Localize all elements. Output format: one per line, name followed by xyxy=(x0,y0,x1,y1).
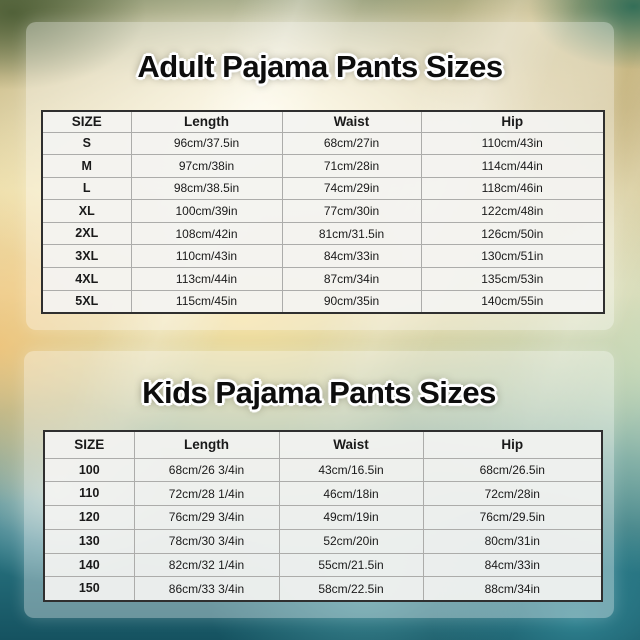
table-cell: 120 xyxy=(43,505,135,530)
table-cell: 43cm/16.5in xyxy=(278,457,424,483)
table-cell: 108cm/42in xyxy=(130,221,283,246)
table-cell: 130 xyxy=(43,528,135,554)
table-cell: 110cm/43in xyxy=(420,131,605,156)
table-cell: 72cm/28in xyxy=(422,481,603,507)
table-cell: 82cm/32 1/4in xyxy=(133,552,280,578)
table-cell: 76cm/29 3/4in xyxy=(133,505,280,530)
table-row: 150 86cm/33 3/4in 58cm/22.5in 88cm/34in xyxy=(43,576,603,602)
table-cell: 84cm/33in xyxy=(422,552,603,578)
table-cell: 52cm/20in xyxy=(278,528,424,554)
table-cell: 122cm/48in xyxy=(420,199,605,223)
kids-size-table: SIZE Length Waist Hip 100 68cm/26 3/4in 43… xyxy=(43,430,603,602)
table-cell: 110cm/43in xyxy=(130,244,283,269)
table-row: 3XL 110cm/43in 84cm/33in 130cm/51in xyxy=(41,244,605,269)
table-cell: 126cm/50in xyxy=(420,221,605,246)
table-cell: 140 xyxy=(43,552,135,578)
table-cell: 135cm/53in xyxy=(420,267,605,291)
table-cell: 88cm/34in xyxy=(422,576,603,602)
table-cell: 3XL xyxy=(41,244,132,269)
column-header-length: Length xyxy=(130,110,283,133)
table-cell: 100cm/39in xyxy=(130,199,283,223)
kids-sizes-panel: Kids Pajama Pants Sizes SIZE Length Wais… xyxy=(24,351,614,618)
table-cell: 55cm/21.5in xyxy=(278,552,424,578)
table-cell: 114cm/44in xyxy=(420,154,605,178)
column-header-hip: Hip xyxy=(420,110,605,133)
table-cell: 90cm/35in xyxy=(281,289,422,314)
table-cell: 110 xyxy=(43,481,135,507)
adult-table-body: S 96cm/37.5in 68cm/27in 110cm/43in M 97cm/38i… xyxy=(41,131,605,314)
column-header-size: SIZE xyxy=(41,110,132,133)
table-row: 4XL 113cm/44in 87cm/34in 135cm/53in xyxy=(41,267,605,291)
table-cell: 100 xyxy=(43,457,135,483)
table-row: 100 68cm/26 3/4in 43cm/16.5in 68cm/26.5in xyxy=(43,457,603,483)
adult-size-table: SIZE Length Waist Hip S 96cm/37.5in 68cm/2… xyxy=(41,110,605,314)
table-cell: S xyxy=(41,131,132,156)
table-cell: L xyxy=(41,176,132,201)
table-cell: 2XL xyxy=(41,221,132,246)
kids-sizes-title: Kids Pajama Pants Sizes xyxy=(142,375,496,410)
adult-sizes-panel: Adult Pajama Pants Sizes SIZE Length Wai… xyxy=(26,22,614,330)
column-header-length: Length xyxy=(133,430,280,459)
adult-sizes-title: Adult Pajama Pants Sizes xyxy=(137,49,503,84)
table-row: M 97cm/38in 71cm/28in 114cm/44in xyxy=(41,154,605,178)
table-row: L 98cm/38.5in 74cm/29in 118cm/46in xyxy=(41,176,605,201)
table-cell: 71cm/28in xyxy=(281,154,422,178)
table-cell: 80cm/31in xyxy=(422,528,603,554)
table-cell: 5XL xyxy=(41,289,132,314)
table-cell: 68cm/26.5in xyxy=(422,457,603,483)
table-row: S 96cm/37.5in 68cm/27in 110cm/43in xyxy=(41,131,605,156)
table-cell: 113cm/44in xyxy=(130,267,283,291)
table-cell: 130cm/51in xyxy=(420,244,605,269)
table-cell: 4XL xyxy=(41,267,132,291)
table-row: 130 78cm/30 3/4in 52cm/20in 80cm/31in xyxy=(43,528,603,554)
table-row: 2XL 108cm/42in 81cm/31.5in 126cm/50in xyxy=(41,221,605,246)
table-cell: 77cm/30in xyxy=(281,199,422,223)
kids-table-body: 100 68cm/26 3/4in 43cm/16.5in 68cm/26.5in 11… xyxy=(43,457,603,602)
table-cell: 118cm/46in xyxy=(420,176,605,201)
table-cell: 84cm/33in xyxy=(281,244,422,269)
table-cell: 98cm/38.5in xyxy=(130,176,283,201)
table-cell: 115cm/45in xyxy=(130,289,283,314)
table-cell: 74cm/29in xyxy=(281,176,422,201)
table-row: 120 76cm/29 3/4in 49cm/19in 76cm/29.5in xyxy=(43,505,603,530)
kids-table-header: SIZE Length Waist Hip xyxy=(43,430,603,459)
table-cell: 81cm/31.5in xyxy=(281,221,422,246)
table-header-row: SIZE Length Waist Hip xyxy=(41,110,605,133)
column-header-waist: Waist xyxy=(281,110,422,133)
table-cell: 96cm/37.5in xyxy=(130,131,283,156)
table-cell: 58cm/22.5in xyxy=(278,576,424,602)
table-row: 140 82cm/32 1/4in 55cm/21.5in 84cm/33in xyxy=(43,552,603,578)
table-cell: 150 xyxy=(43,576,135,602)
adult-table-header: SIZE Length Waist Hip xyxy=(41,110,605,133)
table-cell: 72cm/28 1/4in xyxy=(133,481,280,507)
table-header-row: SIZE Length Waist Hip xyxy=(43,430,603,459)
table-cell: 87cm/34in xyxy=(281,267,422,291)
table-cell: 68cm/27in xyxy=(281,131,422,156)
table-cell: 86cm/33 3/4in xyxy=(133,576,280,602)
column-header-hip: Hip xyxy=(422,430,603,459)
table-cell: 68cm/26 3/4in xyxy=(133,457,280,483)
table-cell: 78cm/30 3/4in xyxy=(133,528,280,554)
table-cell: 97cm/38in xyxy=(130,154,283,178)
table-row: 5XL 115cm/45in 90cm/35in 140cm/55in xyxy=(41,289,605,314)
table-cell: 76cm/29.5in xyxy=(422,505,603,530)
table-cell: 140cm/55in xyxy=(420,289,605,314)
table-row: 110 72cm/28 1/4in 46cm/18in 72cm/28in xyxy=(43,481,603,507)
table-cell: 49cm/19in xyxy=(278,505,424,530)
table-cell: M xyxy=(41,154,132,178)
table-cell: XL xyxy=(41,199,132,223)
column-header-size: SIZE xyxy=(43,430,135,459)
column-header-waist: Waist xyxy=(278,430,424,459)
table-row: XL 100cm/39in 77cm/30in 122cm/48in xyxy=(41,199,605,223)
table-cell: 46cm/18in xyxy=(278,481,424,507)
